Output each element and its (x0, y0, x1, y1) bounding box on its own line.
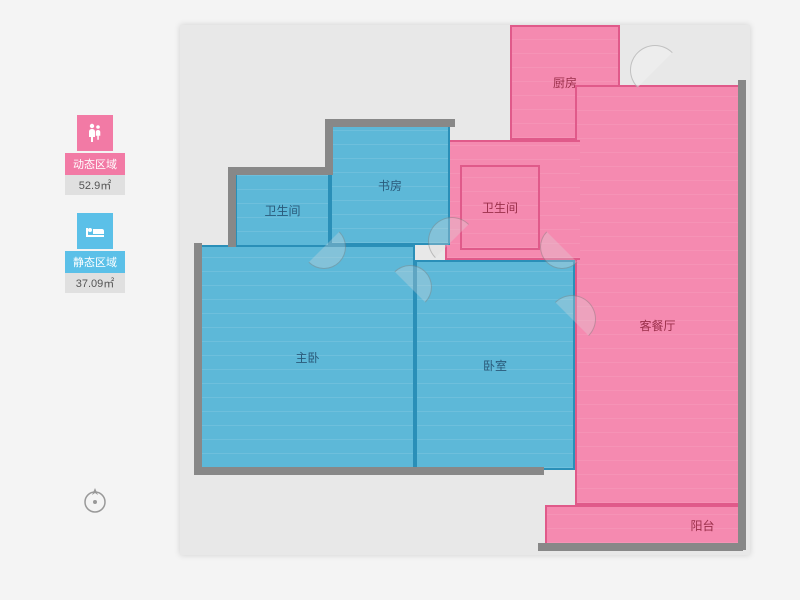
wall-segment (194, 467, 544, 475)
legend-label-static: 静态区域 (65, 251, 125, 273)
room-living: 客餐厅 (575, 85, 740, 505)
room-bath1: 卫生间 (235, 173, 330, 248)
wall-segment (738, 80, 746, 550)
room-label: 书房 (378, 177, 402, 194)
room-label: 卫生间 (482, 199, 518, 216)
wall-segment (194, 243, 202, 473)
zone-legend: 动态区域 52.9㎡ 静态区域 37.09㎡ (65, 115, 125, 311)
room-label: 阳台 (690, 517, 714, 534)
room-bedroom: 卧室 (415, 260, 575, 470)
compass-icon (80, 485, 110, 515)
legend-label-dynamic: 动态区域 (65, 153, 125, 175)
room-label: 客餐厅 (639, 317, 675, 334)
people-icon (77, 115, 113, 151)
room-balcony: 阳台 (545, 505, 740, 545)
room-bath2: 卫生间 (460, 165, 540, 250)
wall-segment (228, 167, 236, 247)
legend-item-dynamic: 动态区域 52.9㎡ (65, 115, 125, 195)
legend-value-static: 37.09㎡ (65, 273, 125, 293)
wall-segment (538, 543, 743, 551)
floor-plan: 厨房 客餐厅 卫生间 阳台 书房 卫生间 主卧 卧室 (180, 25, 750, 555)
room-label: 卫生间 (264, 202, 300, 219)
legend-item-static: 静态区域 37.09㎡ (65, 213, 125, 293)
wall-segment (228, 167, 333, 175)
room-label: 卧室 (483, 357, 507, 374)
room-label: 主卧 (295, 349, 319, 366)
legend-value-dynamic: 52.9㎡ (65, 175, 125, 195)
room-master: 主卧 (200, 245, 415, 470)
wall-segment (325, 119, 333, 174)
room-label: 厨房 (553, 74, 577, 91)
wall-segment (325, 119, 455, 127)
sleep-icon (77, 213, 113, 249)
